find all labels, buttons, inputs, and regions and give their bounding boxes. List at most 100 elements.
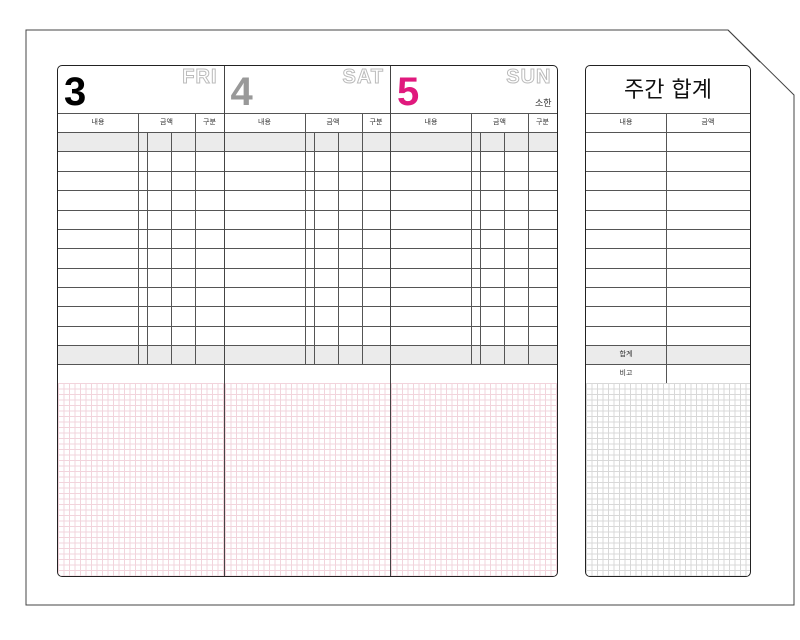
col-line bbox=[666, 113, 667, 383]
row-line bbox=[58, 306, 224, 307]
note-grid bbox=[58, 383, 224, 576]
weekday-label: SAT bbox=[342, 66, 384, 89]
row-line bbox=[58, 132, 224, 133]
row-line bbox=[586, 171, 750, 172]
row-line bbox=[58, 229, 224, 230]
col-header-category: 구분 bbox=[369, 118, 383, 126]
note-grid bbox=[391, 383, 557, 576]
row-line bbox=[391, 287, 557, 288]
amount-sub-line bbox=[480, 132, 481, 364]
note-grid bbox=[224, 383, 390, 576]
col-line bbox=[528, 113, 529, 364]
col-header-category: 구분 bbox=[536, 118, 549, 126]
row-line bbox=[58, 190, 224, 191]
row-line bbox=[391, 306, 557, 307]
col-line bbox=[471, 113, 472, 364]
row-line bbox=[224, 364, 390, 365]
row-line bbox=[391, 151, 557, 152]
day-column: 4 SAT 내용 금액 구분 bbox=[224, 66, 391, 576]
weekday-label: FRI bbox=[182, 66, 218, 89]
row-line bbox=[391, 248, 557, 249]
row-line bbox=[224, 268, 390, 269]
row-line bbox=[586, 364, 750, 365]
row-line bbox=[58, 151, 224, 152]
row-line bbox=[586, 132, 750, 133]
row-line bbox=[58, 210, 224, 211]
gray-row bbox=[391, 132, 557, 151]
row-line bbox=[391, 190, 557, 191]
row-line bbox=[586, 345, 750, 346]
day-number: 5 bbox=[397, 70, 420, 114]
row-line bbox=[391, 210, 557, 211]
row-line bbox=[391, 326, 557, 327]
row-line bbox=[224, 345, 390, 346]
col-header-content: 내용 bbox=[424, 118, 438, 126]
row-line bbox=[391, 171, 557, 172]
col-header-amount: 금액 bbox=[160, 118, 173, 126]
day-number: 4 bbox=[230, 70, 253, 114]
row-line bbox=[58, 268, 224, 269]
row-line bbox=[586, 113, 750, 114]
gray-row bbox=[391, 345, 557, 364]
col-line bbox=[138, 113, 139, 364]
row-line bbox=[586, 151, 750, 152]
row-line bbox=[391, 268, 557, 269]
day-number: 3 bbox=[64, 70, 87, 114]
col-header-amount: 금액 bbox=[493, 118, 506, 126]
row-line bbox=[391, 113, 557, 114]
row-line bbox=[391, 364, 557, 365]
row-line bbox=[391, 345, 557, 346]
weekly-title: 주간 합계 bbox=[624, 78, 712, 103]
row-line bbox=[586, 306, 750, 307]
row-line bbox=[586, 287, 750, 288]
day-column: 5 SUN 소한 내용 금액 구분 bbox=[391, 66, 557, 576]
gray-row bbox=[224, 345, 390, 364]
row-line bbox=[224, 306, 390, 307]
row-line bbox=[586, 268, 750, 269]
holiday-label: 소한 bbox=[534, 99, 552, 109]
row-line bbox=[224, 229, 390, 230]
row-line bbox=[224, 151, 390, 152]
row-line bbox=[58, 113, 224, 114]
col-header-amount: 금액 bbox=[701, 118, 715, 126]
gray-row bbox=[224, 132, 390, 151]
gray-row bbox=[58, 132, 224, 151]
row-line bbox=[224, 287, 390, 288]
amount-sub-line bbox=[171, 132, 172, 364]
row-line bbox=[224, 248, 390, 249]
note-grid bbox=[586, 383, 750, 576]
total-row bbox=[586, 345, 750, 364]
row-line bbox=[58, 248, 224, 249]
amount-sub-line bbox=[337, 132, 339, 364]
amount-sub-line bbox=[504, 132, 505, 364]
row-line bbox=[224, 190, 390, 191]
row-line bbox=[58, 171, 224, 172]
col-header-content: 내용 bbox=[619, 118, 633, 126]
row-line bbox=[391, 132, 557, 133]
row-line bbox=[58, 326, 224, 327]
total-label: 합계 bbox=[619, 350, 633, 358]
col-header-content: 내용 bbox=[91, 118, 105, 126]
row-line bbox=[58, 364, 224, 365]
row-line bbox=[586, 326, 750, 327]
gray-row bbox=[58, 345, 224, 364]
daily-ledger: 3 FRI 내용 금액 구분 4 SAT 내용 금액 구분 5 SUN 소한 내용 금액 구분 bbox=[57, 65, 558, 577]
row-line bbox=[224, 210, 390, 211]
amount-sub-line bbox=[313, 132, 315, 364]
row-line bbox=[586, 229, 750, 230]
note-label: 비고 bbox=[619, 369, 633, 377]
row-line bbox=[224, 171, 390, 172]
row-line bbox=[586, 248, 750, 249]
col-line bbox=[304, 113, 306, 364]
row-line bbox=[58, 345, 224, 346]
row-line bbox=[58, 287, 224, 288]
row-line bbox=[224, 132, 390, 133]
col-header-content: 내용 bbox=[258, 118, 271, 126]
row-line bbox=[224, 113, 390, 114]
day-column: 3 FRI 내용 금액 구분 bbox=[58, 66, 225, 576]
amount-sub-line bbox=[147, 132, 148, 364]
row-line bbox=[586, 190, 750, 191]
col-line bbox=[195, 113, 196, 364]
